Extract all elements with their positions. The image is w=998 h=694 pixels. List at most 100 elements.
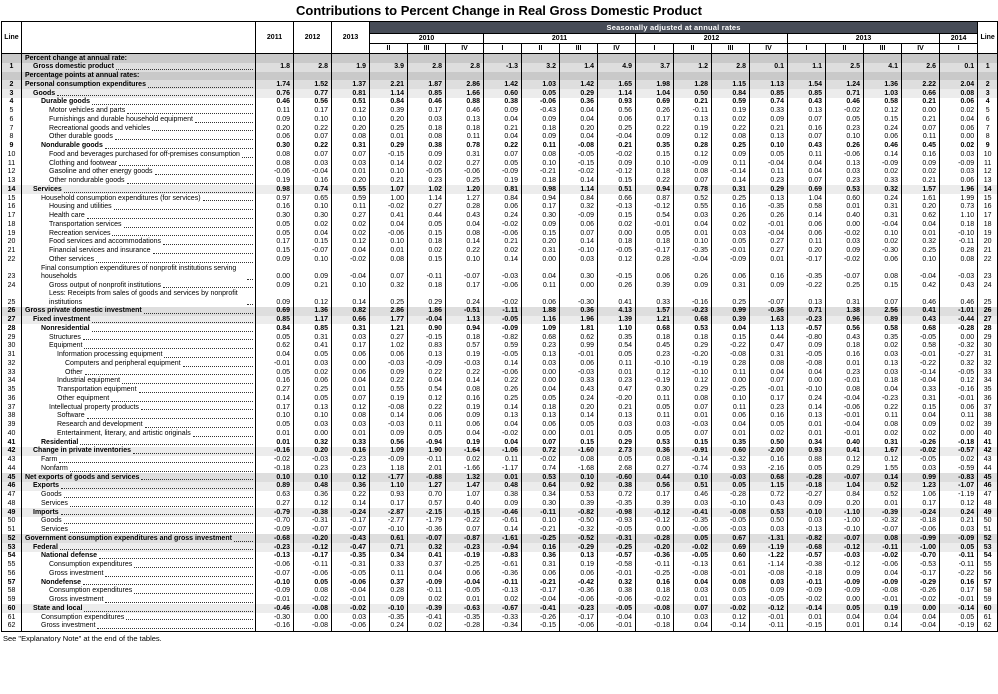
value-cell [673, 53, 712, 63]
quarter-header: IV [749, 43, 788, 54]
dot-leader [69, 531, 253, 533]
value-cell: -0.05 [483, 350, 522, 360]
value-cell: 0.23 [749, 176, 788, 186]
value-cell: 0.43 [787, 141, 826, 151]
value-cell: 0.71 [787, 306, 826, 316]
value-cell: 0.28 [711, 359, 750, 368]
value-cell: 0.10 [825, 132, 864, 142]
row-label: Percentage points at annual rates: [25, 72, 140, 79]
dot-leader [144, 426, 253, 428]
value-cell: 0.11 [597, 359, 636, 368]
value-cell: -0.08 [863, 586, 902, 596]
line-header-right: Line [977, 21, 998, 54]
value-cell: 0.16 [787, 124, 826, 133]
table-row: 54 National defense -0.13 -0.17 -0.35 0.34 0.4… [2, 551, 998, 561]
value-cell: -0.19 [635, 376, 674, 386]
value-cell: 0.06 [521, 569, 560, 578]
value-cell: 0.07 [863, 289, 902, 307]
value-cell: 0.36 [293, 490, 332, 500]
line-number-left: 18 [7, 220, 16, 228]
row-label: Percent change at annual rate: [25, 54, 127, 62]
value-cell: 1.61 [901, 194, 940, 203]
value-cell [407, 53, 446, 63]
value-cell: 0.46 [255, 97, 294, 107]
row-label: Services [41, 499, 68, 507]
value-cell: 0.07 [673, 429, 712, 438]
value-cell: 0.01 [711, 429, 750, 438]
table-row: 9 Nondurable goods 0.30 0.22 0.31 0.29 0.38 0.7… [2, 141, 998, 151]
value-cell: 0.10 [863, 229, 902, 238]
value-cell: -0.02 [521, 455, 560, 465]
value-cell: -0.36 [749, 306, 788, 316]
value-cell: 0.18 [521, 403, 560, 412]
value-cell: 0.08 [407, 132, 446, 142]
value-cell: 0.06 [293, 376, 332, 386]
value-cell: 0.18 [635, 237, 674, 247]
value-cell: -0.18 [787, 569, 826, 578]
value-cell: 0.12 [597, 255, 636, 264]
value-cell: 0.59 [483, 341, 522, 351]
value-cell: 0.30 [521, 211, 560, 221]
line-number-left: 20 [7, 238, 16, 246]
value-cell: 0.02 [938, 455, 978, 465]
value-cell: 0.05 [749, 150, 788, 159]
value-cell: -0.07 [445, 264, 484, 281]
value-cell: -2.77 [369, 516, 408, 526]
value-cell: 0.31 [521, 560, 560, 570]
value-cell: 0.27 [255, 385, 294, 395]
value-cell: 1.27 [445, 194, 484, 203]
value-cell: 0.07 [293, 150, 332, 159]
value-cell: 0.66 [597, 194, 636, 203]
value-cell: 0.88 [787, 455, 826, 465]
value-cell: 1.57 [901, 185, 940, 194]
value-cell: 0.23 [521, 341, 560, 351]
value-cell: 0.57 [407, 499, 446, 508]
value-cell: 0.14 [331, 289, 370, 307]
row-label: Research and development [57, 421, 143, 428]
value-cell: -0.06 [331, 621, 370, 631]
value-cell: -0.68 [255, 534, 294, 543]
value-cell: 0.61 [369, 534, 408, 543]
value-cell: 0.13 [597, 411, 636, 421]
value-cell: 0.32 [863, 185, 902, 194]
value-cell: -0.06 [255, 167, 294, 177]
header-row-3: II III IV I II III IV I II III IV I II III IV I [2, 43, 998, 54]
value-cell: 0.15 [407, 255, 446, 264]
value-cell: 0.00 [521, 376, 560, 386]
value-cell: 0.01 [369, 246, 408, 256]
value-cell: -0.10 [559, 246, 598, 256]
value-cell: 0.45 [901, 141, 940, 151]
line-number-left: 51 [7, 526, 16, 533]
value-cell: 1.66 [445, 89, 484, 98]
value-cell: -0.93 [597, 516, 636, 526]
value-cell: 3.2 [521, 62, 560, 72]
value-cell: 0.05 [825, 604, 864, 613]
value-cell: 0.18 [407, 124, 446, 133]
value-cell: 0.06 [255, 132, 294, 142]
value-cell: 0.10 [255, 411, 294, 421]
value-cell: 0.11 [787, 150, 826, 159]
value-cell: 0.02 [938, 141, 978, 151]
value-cell: 0.00 [597, 229, 636, 238]
value-cell: 0.11 [938, 411, 978, 421]
value-cell: -0.09 [863, 159, 902, 168]
value-cell: 0.04 [711, 324, 750, 333]
value-cell: -0.38 [293, 508, 332, 517]
dot-leader [104, 147, 253, 149]
value-cell: -0.18 [938, 438, 978, 447]
value-cell: 0.23 [825, 176, 864, 186]
value-cell: 0.54 [635, 211, 674, 221]
value-cell: 0.06 [711, 264, 750, 281]
value-cell: -2.15 [407, 508, 446, 517]
value-cell: 0.71 [825, 89, 864, 98]
line-number-left: 12 [7, 168, 16, 176]
value-cell: 0.84 [825, 490, 864, 500]
value-cell: -0.35 [331, 551, 370, 561]
value-cell: 0.08 [938, 89, 978, 98]
value-cell: 0.07 [787, 115, 826, 124]
line-number-right: 40 [977, 429, 998, 438]
value-cell: 0.31 [521, 246, 560, 256]
value-cell: -0.05 [559, 150, 598, 159]
value-cell: 0.77 [293, 89, 332, 98]
label-cell: Personal consumption expenditures [21, 80, 256, 89]
